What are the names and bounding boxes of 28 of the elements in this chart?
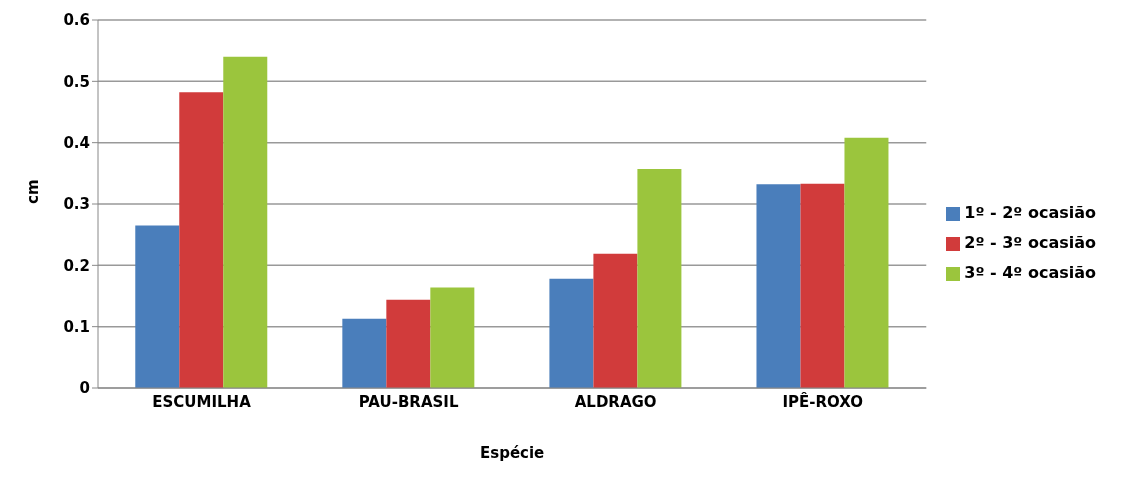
bar [430, 287, 475, 388]
legend-label: 2º - 3º ocasião [964, 233, 1096, 252]
y-tick-label: 0.2 [63, 256, 90, 275]
bar [549, 278, 594, 388]
y-axis-title: cm [24, 179, 43, 204]
bar [593, 253, 638, 388]
x-tick-label: ALDRAGO [574, 392, 657, 411]
legend-label: 3º - 4º ocasião [964, 263, 1096, 282]
bar [179, 92, 224, 388]
bar [223, 56, 268, 388]
y-tick-label: 0.5 [63, 72, 90, 91]
x-tick-label: ESCUMILHA [152, 392, 252, 411]
bar [386, 299, 431, 388]
x-tick-label: IPÊ-ROXO [782, 391, 864, 411]
y-tick-label: 0.4 [63, 133, 90, 152]
bar [800, 183, 845, 388]
y-tick-label: 0.3 [63, 195, 90, 214]
y-tick-label: 0.6 [63, 11, 90, 30]
x-axis-title: Espécie [479, 444, 545, 462]
bar [844, 137, 889, 388]
y-tick-label: 0.1 [63, 317, 90, 336]
x-tick-label: PAU-BRASIL [358, 392, 459, 411]
bar [756, 184, 801, 388]
y-tick-label: 0 [79, 379, 90, 398]
bar [637, 169, 682, 388]
bar [342, 318, 387, 388]
bar [135, 225, 180, 388]
legend-label: 1º - 2º ocasião [964, 203, 1096, 222]
